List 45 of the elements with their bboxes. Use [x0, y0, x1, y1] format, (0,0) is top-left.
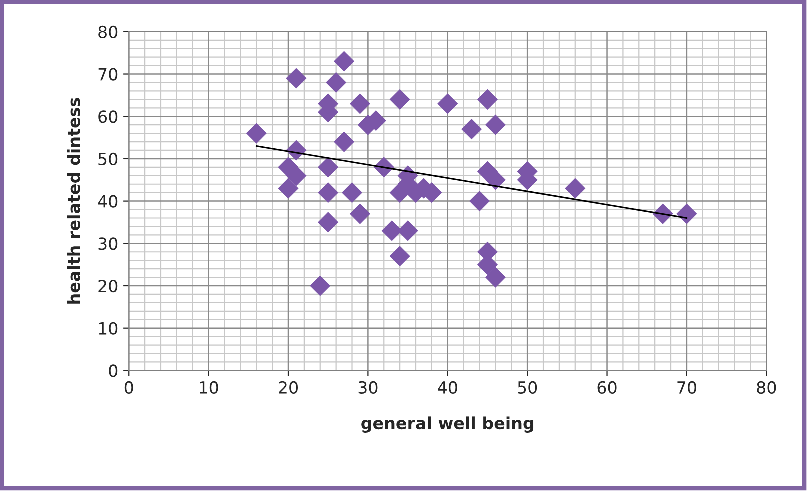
y-tick-label: 20	[98, 280, 118, 293]
point	[485, 170, 506, 190]
point	[461, 119, 482, 140]
point	[350, 204, 371, 224]
y-tick-label: 10	[99, 322, 118, 335]
x-tick-label: 40	[438, 381, 458, 394]
point	[390, 246, 410, 267]
y-tick-label: 60	[98, 110, 118, 124]
point	[485, 114, 506, 136]
point	[350, 94, 371, 114]
point	[286, 166, 307, 186]
point	[485, 267, 506, 288]
y-tick-label: 30	[98, 238, 118, 250]
x-tick-label: 70	[678, 381, 696, 394]
y-tick-label: 0	[109, 364, 118, 378]
x-tick-label: 60	[598, 381, 617, 394]
y-tick-label: 70	[98, 68, 118, 81]
point	[334, 132, 355, 152]
point	[438, 94, 458, 114]
point	[390, 89, 410, 110]
point	[477, 89, 498, 110]
point	[334, 51, 355, 72]
x-tick-label: 30	[358, 381, 378, 394]
x-axis-title: general well being	[362, 416, 534, 433]
y-tick-label: 50	[98, 152, 118, 166]
y-tick-label: 80	[98, 26, 118, 38]
point	[278, 178, 299, 199]
point	[676, 204, 698, 224]
point	[246, 123, 267, 144]
point	[565, 178, 586, 199]
x-tick-label: 80	[757, 381, 776, 394]
point	[310, 276, 331, 296]
x-tick-label: 50	[518, 381, 538, 394]
point	[318, 212, 339, 233]
point	[326, 72, 347, 94]
point	[318, 157, 339, 178]
x-tick-label: 0	[124, 381, 134, 394]
x-tick-label: 10	[200, 381, 218, 394]
point	[469, 191, 490, 212]
point	[342, 182, 363, 204]
y-axis-title: health related dintess	[67, 98, 80, 304]
x-tick-label: 20	[279, 381, 298, 394]
y-tick-label: 40	[98, 195, 118, 208]
point	[318, 182, 339, 204]
point	[286, 68, 307, 89]
